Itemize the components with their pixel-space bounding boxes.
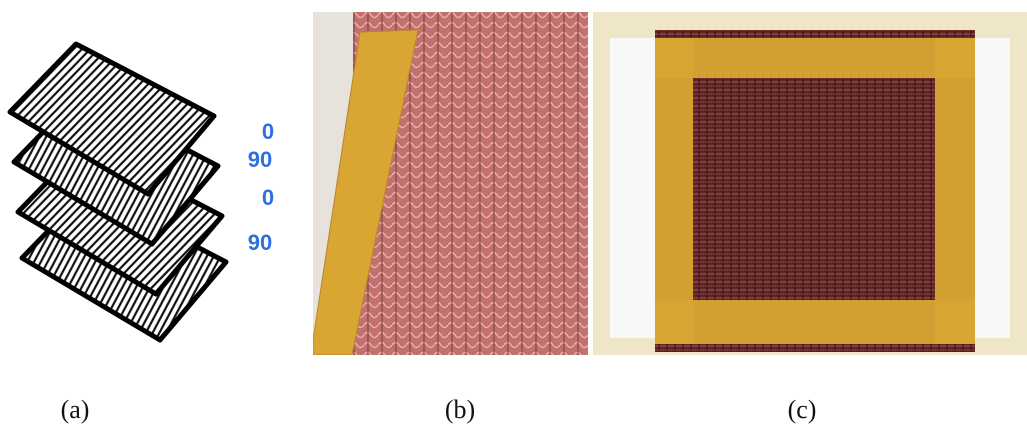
photo-c	[593, 12, 1027, 355]
ply-stack	[10, 44, 226, 340]
caption: (a)	[61, 395, 90, 424]
photo-b	[313, 12, 588, 355]
layer-label: 90	[248, 230, 272, 255]
caption: (b)	[445, 395, 475, 424]
layer-label: 90	[248, 147, 272, 172]
figure: 0 90 0 90 (a) (b) (c)	[0, 0, 1027, 442]
layer-label: 0	[262, 119, 274, 144]
layer-label: 0	[262, 185, 274, 210]
caption: (c)	[788, 395, 817, 424]
